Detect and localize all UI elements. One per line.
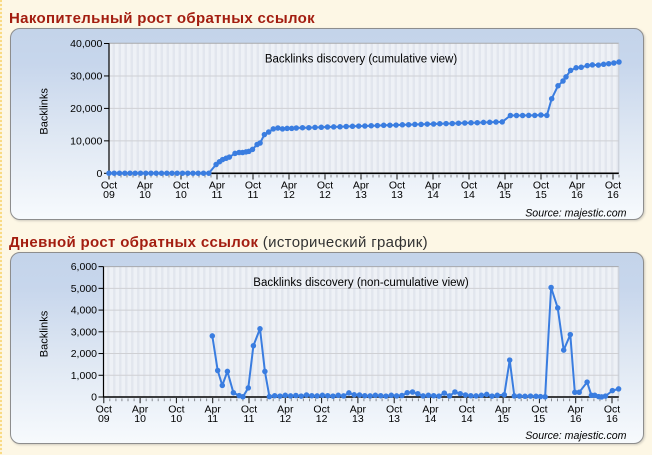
svg-text:13: 13 — [391, 189, 403, 201]
svg-text:Oct: Oct — [101, 179, 117, 191]
svg-text:0: 0 — [91, 392, 97, 404]
svg-text:09: 09 — [103, 189, 115, 201]
svg-text:Backlinks: Backlinks — [39, 310, 51, 357]
svg-text:12: 12 — [279, 413, 291, 425]
svg-text:Oct: Oct — [604, 403, 620, 415]
svg-text:Apr: Apr — [568, 403, 585, 415]
svg-text:2,000: 2,000 — [71, 348, 97, 360]
svg-text:Oct: Oct — [531, 403, 547, 415]
svg-text:10: 10 — [175, 189, 187, 201]
svg-text:11: 11 — [248, 189, 259, 201]
svg-text:3,000: 3,000 — [71, 326, 97, 338]
svg-text:Apr: Apr — [277, 403, 294, 415]
svg-text:Apr: Apr — [350, 403, 367, 415]
svg-text:14: 14 — [463, 189, 475, 201]
svg-text:Oct: Oct — [96, 403, 112, 415]
svg-text:11: 11 — [212, 189, 223, 201]
svg-text:15: 15 — [535, 189, 547, 201]
svg-text:30,000: 30,000 — [70, 71, 102, 83]
svg-text:Oct: Oct — [461, 179, 477, 191]
svg-text:Apr: Apr — [425, 179, 442, 191]
svg-text:Apr: Apr — [497, 179, 514, 191]
svg-text:Oct: Oct — [389, 179, 405, 191]
svg-text:Oct: Oct — [313, 403, 329, 415]
svg-text:Apr: Apr — [353, 179, 370, 191]
svg-text:16: 16 — [571, 189, 583, 201]
svg-text:Apr: Apr — [281, 179, 298, 191]
svg-text:Oct: Oct — [245, 179, 261, 191]
svg-text:16: 16 — [607, 189, 619, 201]
svg-text:14: 14 — [427, 189, 439, 201]
svg-text:Oct: Oct — [168, 403, 184, 415]
svg-text:Apr: Apr — [422, 403, 439, 415]
svg-text:10,000: 10,000 — [70, 135, 102, 147]
svg-text:Oct: Oct — [173, 179, 189, 191]
svg-text:Oct: Oct — [386, 403, 402, 415]
svg-text:Backlinks discovery (cumulativ: Backlinks discovery (cumulative view) — [265, 54, 458, 66]
svg-text:14: 14 — [461, 413, 473, 425]
svg-text:5,000: 5,000 — [71, 283, 97, 295]
svg-text:Apr: Apr — [495, 403, 512, 415]
svg-text:12: 12 — [283, 189, 295, 201]
svg-text:4,000: 4,000 — [71, 305, 97, 317]
svg-text:Backlinks discovery (non-cumul: Backlinks discovery (non-cumulative view… — [253, 277, 469, 289]
svg-text:13: 13 — [388, 413, 400, 425]
svg-text:12: 12 — [319, 189, 331, 201]
svg-text:Oct: Oct — [459, 403, 475, 415]
svg-text:Apr: Apr — [205, 403, 222, 415]
svg-text:14: 14 — [425, 413, 437, 425]
svg-text:Apr: Apr — [569, 179, 586, 191]
svg-text:Source: majestic.com: Source: majestic.com — [525, 430, 626, 442]
svg-text:Oct: Oct — [241, 403, 257, 415]
svg-text:11: 11 — [207, 413, 218, 425]
svg-text:13: 13 — [355, 189, 367, 201]
svg-text:13: 13 — [352, 413, 364, 425]
svg-text:Apr: Apr — [209, 179, 226, 191]
svg-text:Source: majestic.com: Source: majestic.com — [525, 208, 626, 220]
svg-text:Oct: Oct — [605, 179, 621, 191]
svg-text:09: 09 — [98, 413, 110, 425]
svg-text:Backlinks: Backlinks — [39, 88, 51, 135]
svg-text:Apr: Apr — [132, 403, 149, 415]
svg-text:Oct: Oct — [533, 179, 549, 191]
svg-text:Oct: Oct — [317, 179, 333, 191]
svg-text:20,000: 20,000 — [70, 103, 102, 115]
svg-text:15: 15 — [499, 189, 511, 201]
svg-text:10: 10 — [171, 413, 183, 425]
svg-text:12: 12 — [316, 413, 328, 425]
svg-text:16: 16 — [570, 413, 582, 425]
svg-text:1,000: 1,000 — [71, 370, 97, 382]
svg-text:10: 10 — [139, 189, 151, 201]
svg-text:0: 0 — [96, 168, 102, 180]
svg-text:15: 15 — [534, 413, 546, 425]
svg-text:Apr: Apr — [137, 179, 154, 191]
svg-text:16: 16 — [606, 413, 618, 425]
svg-text:15: 15 — [497, 413, 509, 425]
svg-text:40,000: 40,000 — [70, 38, 102, 50]
svg-text:11: 11 — [244, 413, 255, 425]
svg-text:6,000: 6,000 — [71, 261, 97, 273]
svg-text:10: 10 — [134, 413, 146, 425]
